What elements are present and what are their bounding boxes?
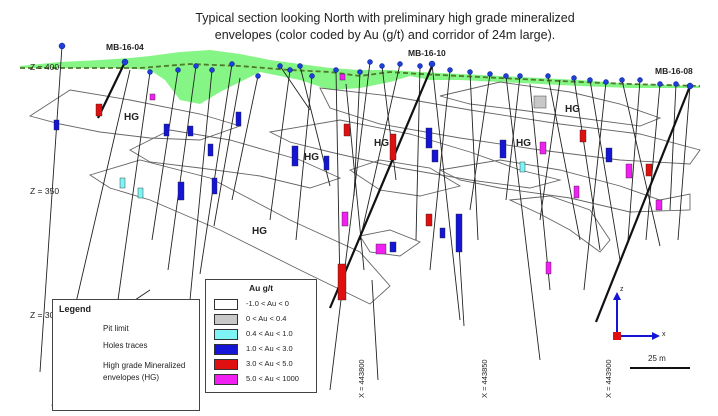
au-range-3: 0.4 < Au < 1.0 <box>246 329 293 338</box>
hg-label: HG <box>565 104 580 115</box>
x-label-443800: X = 443800 <box>357 359 366 398</box>
axis-z-label: z <box>620 286 624 293</box>
hole-label-mb-16-10: MB-16-10 <box>408 48 446 58</box>
scale-label: 25 m <box>648 354 666 363</box>
z-label-350: Z = 350 <box>30 186 60 196</box>
axis-origin <box>613 332 621 340</box>
x-label-443850: X = 443850 <box>480 359 489 398</box>
legend-hg-line1: High grade Mineralized <box>103 361 186 370</box>
legend-pit-limit: Pit limit <box>103 324 129 333</box>
pit-limit-line <box>20 63 701 87</box>
legend-box: Legend Pit limit Holes traces High grade… <box>52 299 200 411</box>
assay-intervals <box>53 73 663 301</box>
figure-title: Typical section looking North with preli… <box>195 11 575 42</box>
au-swatch-4 <box>214 344 238 355</box>
axis-x-arrow <box>652 332 660 340</box>
au-swatch-3 <box>214 329 238 340</box>
au-swatch-5 <box>214 359 238 370</box>
hole-label-mb-16-08: MB-16-08 <box>655 66 693 76</box>
hg-label: HG <box>374 138 389 149</box>
au-legend-title: Au g/t <box>248 283 274 293</box>
z-label-300: Z = 300 <box>30 310 60 320</box>
highlighted-holes <box>97 61 692 323</box>
axis-x-label: x <box>662 331 666 338</box>
au-range-1: -1.0 < Au < 0 <box>246 299 289 308</box>
hole-label-mb-16-04: MB-16-04 <box>106 42 144 52</box>
legend-title: Legend <box>59 304 92 314</box>
z-label-400: Z = 400 <box>30 62 60 72</box>
au-range-5: 3.0 < Au < 5.0 <box>246 359 293 368</box>
hg-label: HG <box>252 226 267 237</box>
au-swatch-1 <box>214 299 238 310</box>
legend-hg-line2: envelopes (HG) <box>103 373 160 382</box>
hg-label: HG <box>516 138 531 149</box>
hg-label: HG <box>124 112 139 123</box>
au-swatch-2 <box>214 314 238 325</box>
collars <box>58 42 694 90</box>
axis-z-arrow <box>613 292 621 300</box>
au-range-6: 5.0 < Au < 1000 <box>246 374 299 383</box>
au-range-4: 1.0 < Au < 3.0 <box>246 344 293 353</box>
x-label-443900: X = 443900 <box>604 359 613 398</box>
au-swatch-6 <box>214 374 238 385</box>
au-range-2: 0 < Au < 0.4 <box>246 314 287 323</box>
au-legend-box: Au g/t -1.0 < Au < 0 0 < Au < 0.4 0.4 < … <box>205 279 317 393</box>
legend-holes-traces: Holes traces <box>103 341 148 350</box>
hg-label: HG <box>304 152 319 163</box>
